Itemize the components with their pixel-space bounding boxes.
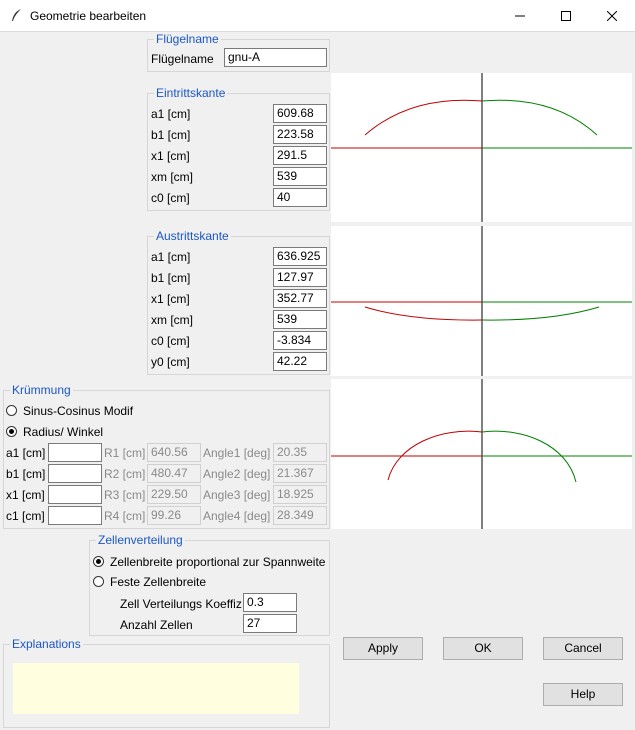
leading-edge-x1-input[interactable]: 291.5 [273,146,327,165]
angle1-label: Angle1 [deg] [203,446,271,460]
angle2-value: 21.367 [273,464,327,483]
leading-edge-xm-label: xm [cm] [151,170,193,184]
close-icon [607,10,617,21]
leading-edge-x1-label: x1 [cm] [151,149,190,163]
trailing-edge-plot [331,226,632,376]
window-title: Geometrie bearbeiten [30,9,147,23]
trailing-edge-a1-label: a1 [cm] [151,250,191,264]
curvature-b1-label: b1 [cm] [6,467,46,481]
cell-proportional-label[interactable]: Zellenbreite proportional zur Spannweite [110,555,326,569]
r4-label: R4 [cm] [104,509,146,523]
maximize-button[interactable] [543,0,589,31]
title-bar: Geometrie bearbeiten [0,0,635,32]
cell-count-label: Anzahl Zellen [120,618,193,632]
cell-coef-input[interactable]: 0.3 [243,593,297,612]
trailing-edge-left-curve [364,306,483,321]
trailing-edge-x1-label: x1 [cm] [151,292,190,306]
trailing-edge-group: Austrittskante [147,229,330,375]
wing-name-input[interactable]: gnu-A [224,48,327,67]
trailing-edge-b1-label: b1 [cm] [151,271,191,285]
curvature-x1-label: x1 [cm] [6,488,45,502]
trailing-edge-xm-input[interactable]: 539 [273,310,327,329]
curvature-left-curve [387,430,483,481]
curvature-x1-input[interactable] [48,485,102,504]
leading-edge-group-label: Eintrittskante [154,86,228,100]
cell-fixed-radio[interactable] [93,576,104,587]
trailing-edge-a1-input[interactable]: 636.925 [273,247,327,266]
r2-label: R2 [cm] [104,467,146,481]
trailing-edge-b1-input[interactable]: 127.97 [273,268,327,287]
curvature-group: Krümmung [3,383,330,529]
wing-name-label: Flügelname [151,52,214,66]
angle4-value: 28.349 [273,506,327,525]
explanations-group-label: Explanations [10,637,83,651]
leading-edge-plot [331,73,632,222]
leading-edge-group: Eintrittskante [147,86,330,211]
leading-edge-b1-label: b1 [cm] [151,128,191,142]
angle4-label: Angle4 [deg] [203,509,271,523]
angle3-value: 18.925 [273,485,327,504]
r4-value: 99.26 [147,506,201,525]
cell-proportional-radio[interactable] [93,556,104,567]
trailing-edge-right-curve [481,306,600,321]
sinus-cosinus-label[interactable]: Sinus-Cosinus Modif [23,404,134,418]
cell-coef-label: Zell Verteilungs Koeffiz [120,597,242,611]
curvature-plot [331,379,632,529]
leading-edge-a1-input[interactable]: 609.68 [273,104,327,123]
leading-edge-xm-input[interactable]: 539 [273,167,327,186]
leading-edge-right-curve [481,99,598,136]
curvature-a1-input[interactable] [48,443,102,462]
help-button[interactable]: Help [543,683,623,706]
leading-edge-b1-input[interactable]: 223.58 [273,125,327,144]
angle3-label: Angle3 [deg] [203,488,271,502]
trailing-edge-x1-input[interactable]: 352.77 [273,289,327,308]
cell-distribution-group-label: Zellenverteilung [96,533,185,547]
feather-icon [12,9,21,21]
angle1-value: 20.35 [273,443,327,462]
cell-count-input[interactable]: 27 [243,614,297,633]
radius-winkel-radio[interactable] [6,426,17,437]
trailing-edge-y0-label: y0 [cm] [151,355,190,369]
cancel-button[interactable]: Cancel [543,637,623,660]
curvature-right-curve [481,430,577,483]
wing-name-group: Flügelname [147,32,330,72]
r3-label: R3 [cm] [104,488,146,502]
r3-value: 229.50 [147,485,201,504]
trailing-edge-y0-input[interactable]: 42.22 [273,352,327,371]
sinus-cosinus-radio[interactable] [6,405,17,416]
curvature-c1-input[interactable] [48,506,102,525]
r2-value: 480.47 [147,464,201,483]
curvature-a1-label: a1 [cm] [6,446,46,460]
minimize-icon [515,15,525,16]
trailing-edge-xm-label: xm [cm] [151,313,193,327]
r1-label: R1 [cm] [104,446,146,460]
leading-edge-c0-input[interactable]: 40 [273,188,327,207]
cell-distribution-group: Zellenverteilung [89,533,330,636]
apply-button[interactable]: Apply [343,637,423,660]
ok-button[interactable]: OK [443,637,523,660]
trailing-edge-group-label: Austrittskante [154,229,231,243]
leading-edge-left-curve [364,99,483,136]
close-button[interactable] [589,0,635,31]
maximize-icon [561,10,571,21]
wing-name-group-label: Flügelname [154,32,221,46]
curvature-group-label: Krümmung [10,383,73,397]
angle2-label: Angle2 [deg] [203,467,271,481]
trailing-edge-c0-label: c0 [cm] [151,334,190,348]
explanations-text [13,663,299,714]
leading-edge-c0-label: c0 [cm] [151,191,190,205]
minimize-button[interactable] [497,0,543,31]
cell-fixed-label[interactable]: Feste Zellenbreite [110,575,207,589]
radius-winkel-label[interactable]: Radius/ Winkel [23,425,104,439]
leading-edge-a1-label: a1 [cm] [151,107,191,121]
trailing-edge-c0-input[interactable]: -3.834 [273,331,327,350]
curvature-b1-input[interactable] [48,464,102,483]
r1-value: 640.56 [147,443,201,462]
explanations-group: Explanations [3,637,330,728]
curvature-c1-label: c1 [cm] [6,509,45,523]
